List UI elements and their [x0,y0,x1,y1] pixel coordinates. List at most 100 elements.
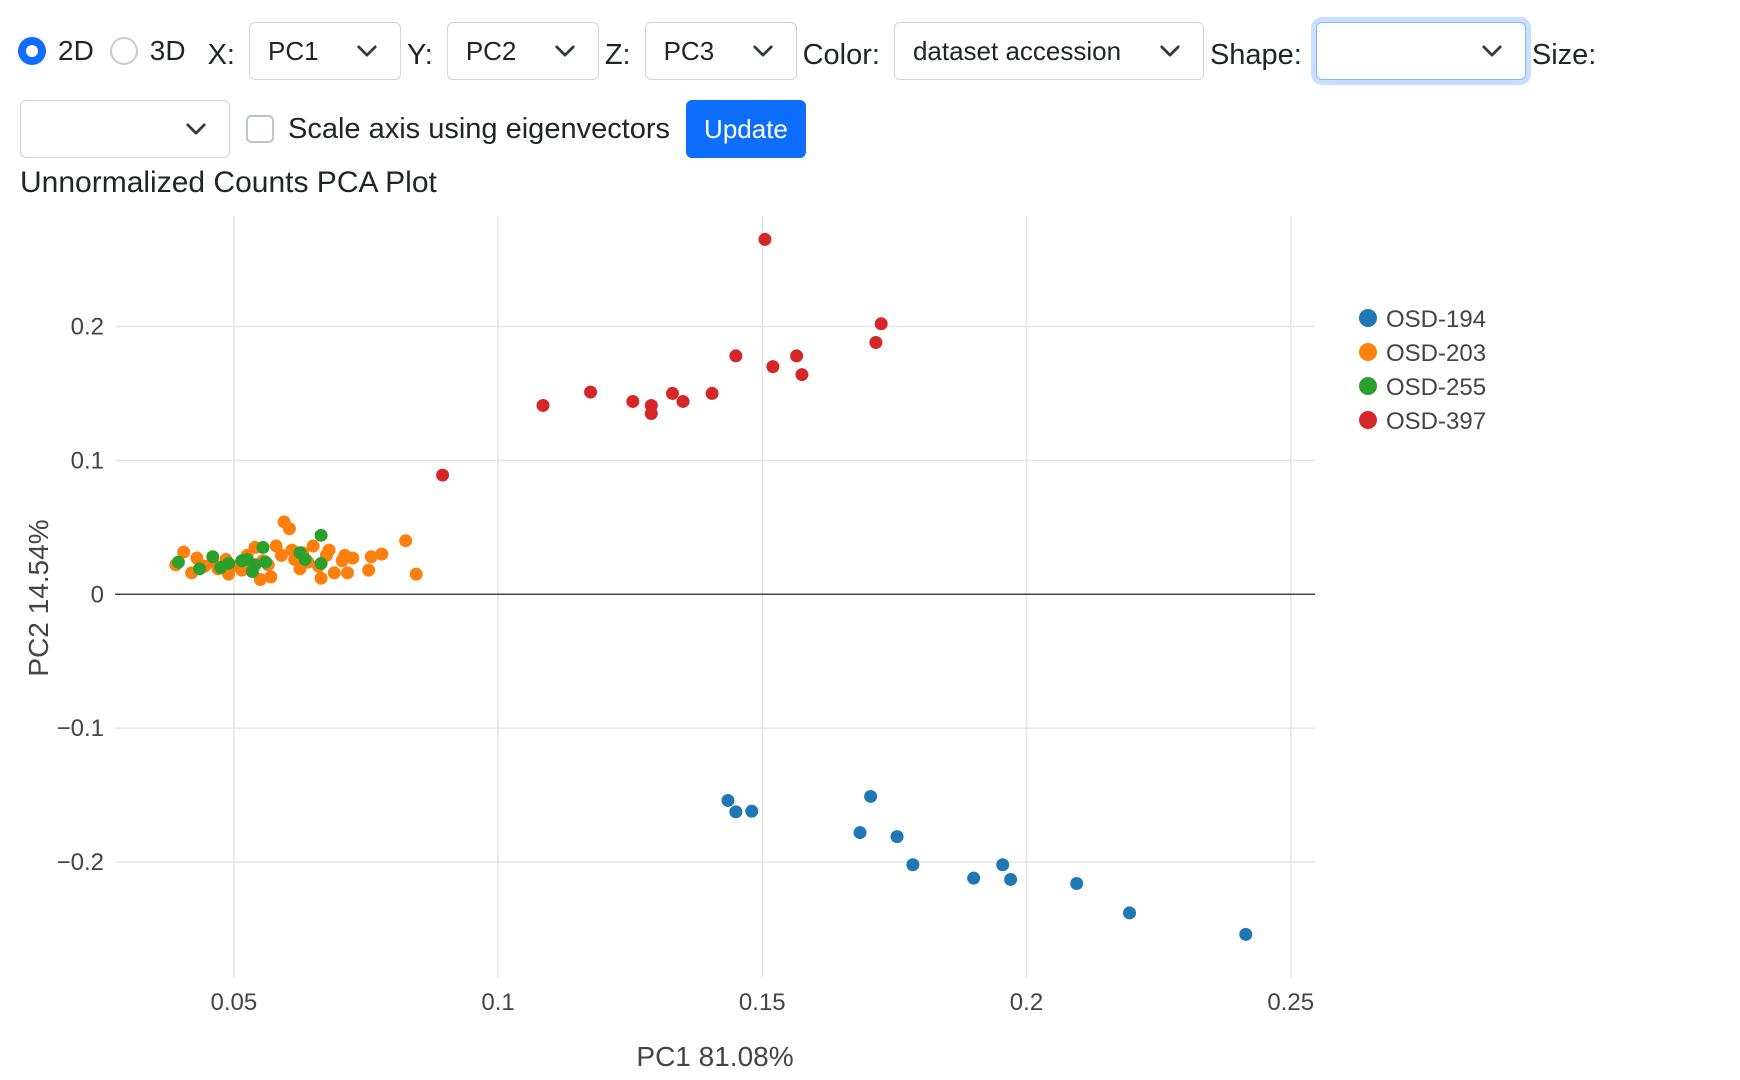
data-point[interactable] [853,826,867,840]
data-point[interactable] [335,554,349,568]
data-point[interactable] [230,559,244,573]
data-point[interactable] [259,555,273,569]
data-point[interactable] [248,540,262,554]
data-point[interactable] [314,571,328,585]
data-point[interactable] [211,562,225,576]
data-point[interactable] [319,548,333,562]
data-point[interactable] [626,394,640,408]
data-point[interactable] [346,551,360,565]
data-point[interactable] [311,559,325,573]
data-point[interactable] [729,349,743,363]
update-button[interactable]: Update [686,100,806,158]
data-point[interactable] [314,556,328,570]
data-point[interactable] [745,804,759,818]
data-point[interactable] [190,551,204,565]
data-point[interactable] [644,398,658,412]
data-point[interactable] [198,559,212,573]
data-point[interactable] [1239,927,1253,941]
y-axis-select[interactable]: PC2 [446,22,599,80]
data-point[interactable] [1004,872,1018,886]
data-point[interactable] [890,830,904,844]
data-point[interactable] [399,534,413,548]
data-point[interactable] [306,539,320,553]
data-point[interactable] [298,552,312,566]
data-point[interactable] [235,563,249,577]
data-point[interactable] [327,566,341,580]
data-point[interactable] [169,558,183,572]
data-point[interactable] [362,563,376,577]
data-point[interactable] [282,522,296,536]
data-point[interactable] [288,552,302,566]
mode-3d-radio[interactable] [109,37,138,65]
data-point[interactable] [177,545,191,559]
data-point[interactable] [193,562,207,576]
legend[interactable]: OSD-194 OSD-203 OSD-255 OSD-397 [1359,306,1486,435]
data-point[interactable] [296,546,310,560]
data-point[interactable] [256,554,270,568]
data-point[interactable] [536,398,550,412]
data-point[interactable] [340,566,354,580]
data-point[interactable] [285,543,299,557]
data-point[interactable] [729,805,743,819]
data-point[interactable] [293,562,307,576]
data-point[interactable] [874,317,888,331]
data-point[interactable] [322,543,336,557]
data-point[interactable] [314,528,328,542]
data-point[interactable] [1070,876,1084,890]
data-point[interactable] [766,360,780,374]
x-axis-select[interactable]: PC1 [249,22,401,80]
data-point[interactable] [338,548,352,562]
mode-3d-option[interactable]: 3D [109,35,192,67]
data-point[interactable] [293,546,307,560]
data-point[interactable] [253,573,267,587]
scale-axis-checkbox[interactable] [246,115,274,143]
data-point[interactable] [206,555,220,569]
data-point[interactable] [261,558,275,572]
mode-2d-option[interactable]: 2D [18,35,100,67]
data-point[interactable] [256,540,270,554]
data-point[interactable] [906,858,920,872]
data-point[interactable] [676,394,690,408]
z-axis-select[interactable]: PC3 [644,22,797,80]
data-point[interactable] [721,793,735,807]
size-select[interactable] [20,100,230,158]
legend-item[interactable]: OSD-194 [1359,306,1486,333]
data-point[interactable] [219,552,233,566]
data-point[interactable] [967,871,981,885]
data-point[interactable] [375,547,389,561]
data-point[interactable] [758,232,772,246]
data-point[interactable] [277,515,291,529]
legend-item[interactable]: OSD-255 [1359,374,1486,401]
data-point[interactable] [584,385,598,399]
data-point[interactable] [206,550,220,564]
data-point[interactable] [240,552,254,566]
data-point[interactable] [790,349,804,363]
data-point[interactable] [274,548,288,562]
data-point[interactable] [705,386,719,400]
data-point[interactable] [264,570,278,584]
mode-2d-radio[interactable] [18,37,46,65]
data-point[interactable] [301,555,315,569]
data-point[interactable] [185,566,199,580]
data-point[interactable] [1123,906,1137,920]
data-point[interactable] [222,567,236,581]
color-select[interactable]: dataset accession [893,22,1204,80]
data-point[interactable] [222,556,236,570]
data-point[interactable] [243,556,257,570]
data-point[interactable] [864,789,878,803]
data-point[interactable] [665,386,679,400]
data-point[interactable] [248,558,262,572]
data-point[interactable] [364,550,378,564]
data-point[interactable] [214,560,228,574]
data-point[interactable] [436,468,450,482]
data-point[interactable] [409,567,423,581]
data-point[interactable] [795,368,809,382]
data-point[interactable] [869,336,883,350]
legend-item[interactable]: OSD-203 [1359,340,1486,367]
data-point[interactable] [245,564,259,578]
data-point[interactable] [235,554,249,568]
data-point[interactable] [644,406,658,420]
data-point[interactable] [240,548,254,562]
data-point[interactable] [996,858,1010,872]
